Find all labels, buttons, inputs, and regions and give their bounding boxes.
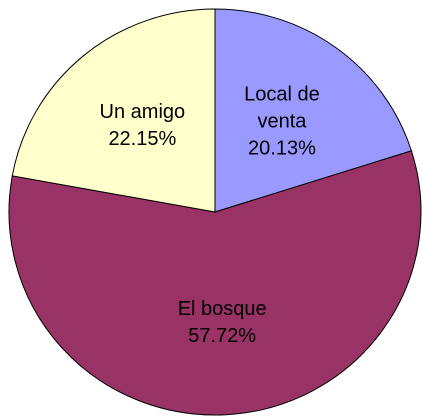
pie-slice	[8, 150, 422, 416]
pie-slice	[214, 8, 413, 213]
slice-label: Local de venta 20.13%	[227, 81, 337, 162]
slice-name: El bosque	[177, 298, 267, 321]
slice-label: Un amigo 22.15%	[87, 99, 197, 153]
pie-slice	[11, 8, 216, 213]
slice-value: 57.72%	[188, 325, 257, 348]
slice-label: El bosque 57.72%	[167, 296, 277, 350]
slice-name: Local de venta	[244, 83, 320, 133]
slice-value: 20.13%	[248, 137, 316, 160]
slice-name: Un amigo	[99, 101, 186, 124]
slice-value: 22.15%	[108, 128, 177, 151]
